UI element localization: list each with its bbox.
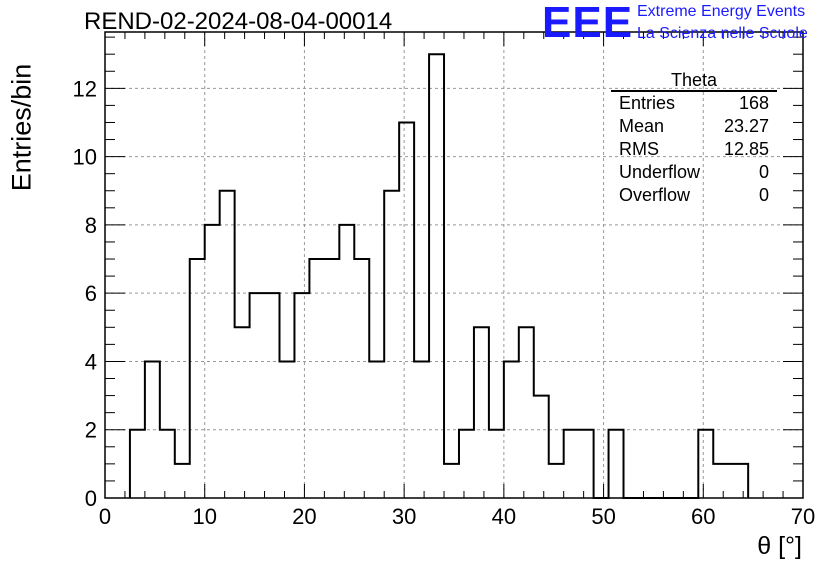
x-tick-label: 60	[691, 504, 715, 529]
stats-row-rms: RMS 12.85	[619, 139, 769, 159]
y-tick-label: 6	[85, 281, 97, 306]
y-tick-label: 10	[73, 145, 97, 170]
x-tick-label: 40	[492, 504, 516, 529]
histogram-line	[128, 53, 750, 499]
x-tick-label: 50	[591, 504, 615, 529]
eee-logo: EEE	[542, 0, 634, 47]
x-axis-label: θ [°]	[757, 532, 802, 560]
stats-row-mean: Mean 23.27	[619, 116, 769, 136]
y-tick-label: 2	[85, 418, 97, 443]
y-tick-label: 12	[73, 76, 97, 101]
tick-labels: 0 10 20 30 40 50 60 70 0 2 4 6 8 10 12	[73, 76, 816, 529]
x-tick-label: 70	[791, 504, 815, 529]
stats-box: Theta Entries 168 Mean 23.27 RMS 12.85 U…	[611, 70, 777, 207]
axis-ticks	[104, 32, 804, 499]
logo-line-2: La Scienza nelle Scuole	[637, 25, 808, 42]
y-tick-label: 4	[85, 349, 97, 374]
stats-row-overflow: Overflow 0	[619, 185, 769, 205]
stats-row-entries: Entries 168	[619, 93, 769, 113]
plot-frame	[104, 31, 804, 499]
chart-title: REND-02-2024-08-04-00014	[84, 8, 393, 35]
y-tick-label: 0	[85, 486, 97, 511]
stats-title: Theta	[611, 70, 777, 92]
logo-line-1: Extreme Energy Events	[637, 3, 806, 20]
x-tick-label: 20	[292, 504, 316, 529]
stats-row-underflow: Underflow 0	[619, 162, 769, 182]
grid-lines	[105, 32, 803, 498]
x-tick-label: 10	[192, 504, 216, 529]
x-tick-label: 30	[392, 504, 416, 529]
y-tick-label: 8	[85, 213, 97, 238]
x-tick-label: 0	[99, 504, 111, 529]
